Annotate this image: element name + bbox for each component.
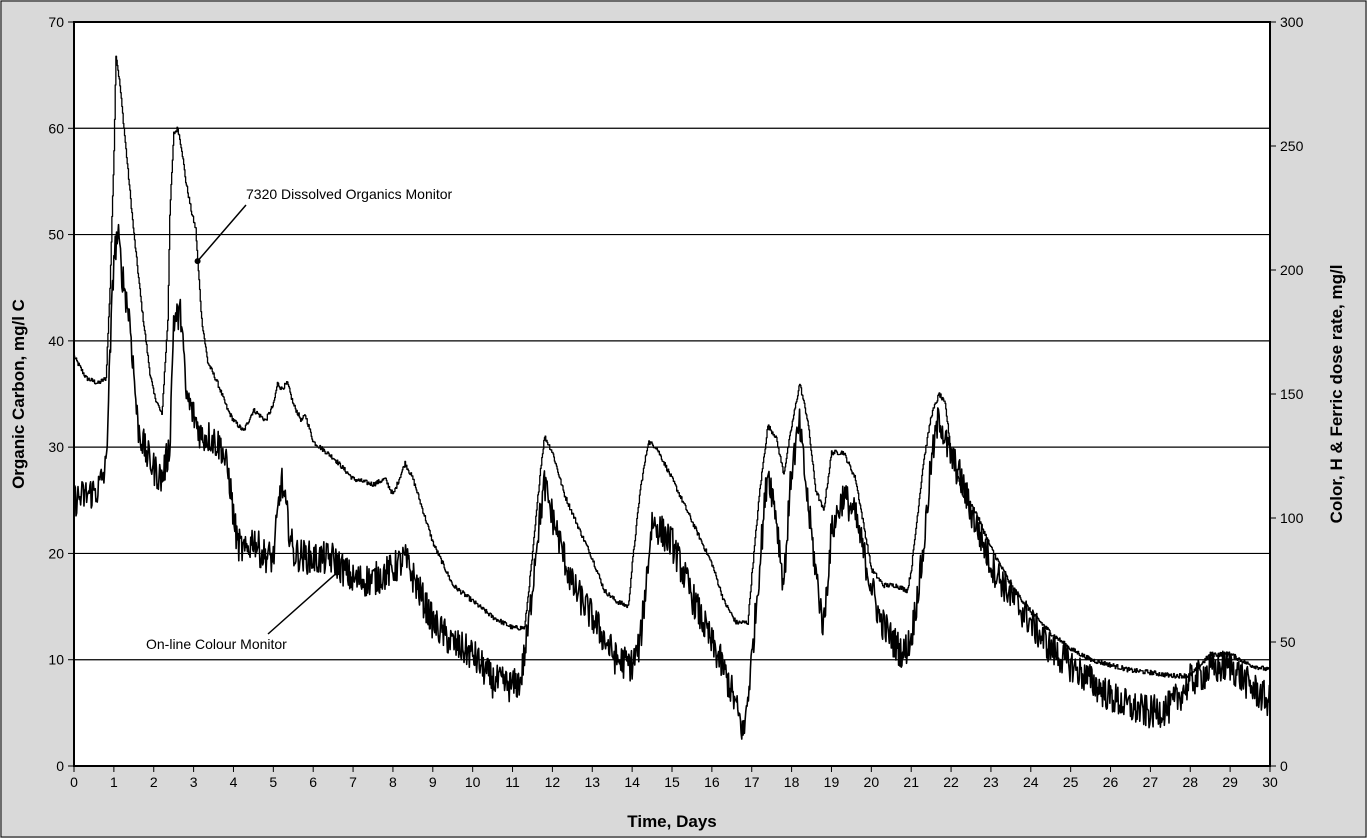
x-tick-label: 24 [1023, 774, 1039, 790]
x-tick-label: 9 [429, 774, 437, 790]
y-right-tick-label: 150 [1280, 386, 1304, 402]
y-left-axis-title: Organic Carbon, mg/l C [9, 299, 28, 489]
y-right-tick-label: 0 [1280, 758, 1288, 774]
y-right-tick-label: 50 [1280, 634, 1296, 650]
x-tick-label: 18 [784, 774, 800, 790]
y-left-tick-label: 40 [48, 333, 64, 349]
x-tick-label: 16 [704, 774, 720, 790]
x-tick-label: 6 [309, 774, 317, 790]
x-tick-label: 20 [864, 774, 880, 790]
y-left-tick-label: 0 [56, 758, 64, 774]
x-tick-label: 25 [1063, 774, 1079, 790]
y-left-axis-ticks: 0 10 20 30 40 50 60 70 [48, 14, 74, 774]
x-tick-label: 11 [505, 774, 520, 790]
x-tick-label: 10 [465, 774, 481, 790]
x-axis-ticks: 0 1 2 3 4 5 6 7 8 9 10 11 12 13 14 15 16 17 18 19 20 21 22 23 24… [70, 766, 1278, 790]
x-tick-label: 12 [545, 774, 561, 790]
x-tick-label: 13 [584, 774, 600, 790]
y-right-tick-label: 300 [1280, 14, 1304, 30]
x-tick-label: 1 [110, 774, 118, 790]
x-tick-label: 7 [349, 774, 357, 790]
y-left-tick-label: 20 [48, 545, 64, 561]
x-tick-label: 5 [269, 774, 277, 790]
x-tick-label: 22 [943, 774, 959, 790]
x-axis-title: Time, Days [627, 812, 716, 831]
y-left-tick-label: 60 [48, 120, 64, 136]
y-right-tick-label: 250 [1280, 138, 1304, 154]
y-right-tick-label: 100 [1280, 510, 1304, 526]
x-tick-label: 27 [1143, 774, 1159, 790]
x-tick-label: 17 [744, 774, 760, 790]
y-left-tick-label: 70 [48, 14, 64, 30]
y-right-axis-title: Color, H & Ferric dose rate, mg/l [1327, 265, 1346, 524]
x-tick-label: 30 [1262, 774, 1278, 790]
x-tick-label: 14 [624, 774, 640, 790]
series-layer [73, 55, 1271, 740]
x-tick-label: 23 [983, 774, 999, 790]
y-right-axis-ticks: 0 50 100 150 200 250 300 [1270, 14, 1304, 774]
x-tick-label: 2 [150, 774, 158, 790]
series-line-2 [73, 223, 1271, 740]
x-tick-label: 21 [903, 774, 919, 790]
series-line-1 [74, 55, 1271, 679]
x-tick-label: 26 [1103, 774, 1119, 790]
x-tick-label: 0 [70, 774, 78, 790]
x-tick-label: 15 [664, 774, 680, 790]
annotation-leader-line [197, 204, 247, 262]
annotation-dissolved-organics-label: 7320 Dissolved Organics Monitor [246, 186, 453, 202]
x-tick-label: 8 [389, 774, 397, 790]
annotation-marker [334, 569, 341, 576]
x-tick-label: 19 [824, 774, 840, 790]
annotation-leader-line [267, 571, 338, 635]
x-tick-label: 28 [1182, 774, 1198, 790]
x-tick-label: 29 [1222, 774, 1238, 790]
y-right-tick-label: 200 [1280, 262, 1304, 278]
x-tick-label: 3 [190, 774, 198, 790]
annotation-marker [194, 258, 201, 265]
x-tick-label: 4 [230, 774, 238, 790]
y-left-tick-label: 50 [48, 227, 64, 243]
annotations: 7320 Dissolved Organics Monitor On-line C… [146, 186, 453, 652]
y-left-tick-label: 10 [48, 652, 64, 668]
y-left-tick-label: 30 [48, 439, 64, 455]
plot-area [74, 22, 1270, 766]
annotation-colour-monitor-label: On-line Colour Monitor [146, 636, 287, 652]
